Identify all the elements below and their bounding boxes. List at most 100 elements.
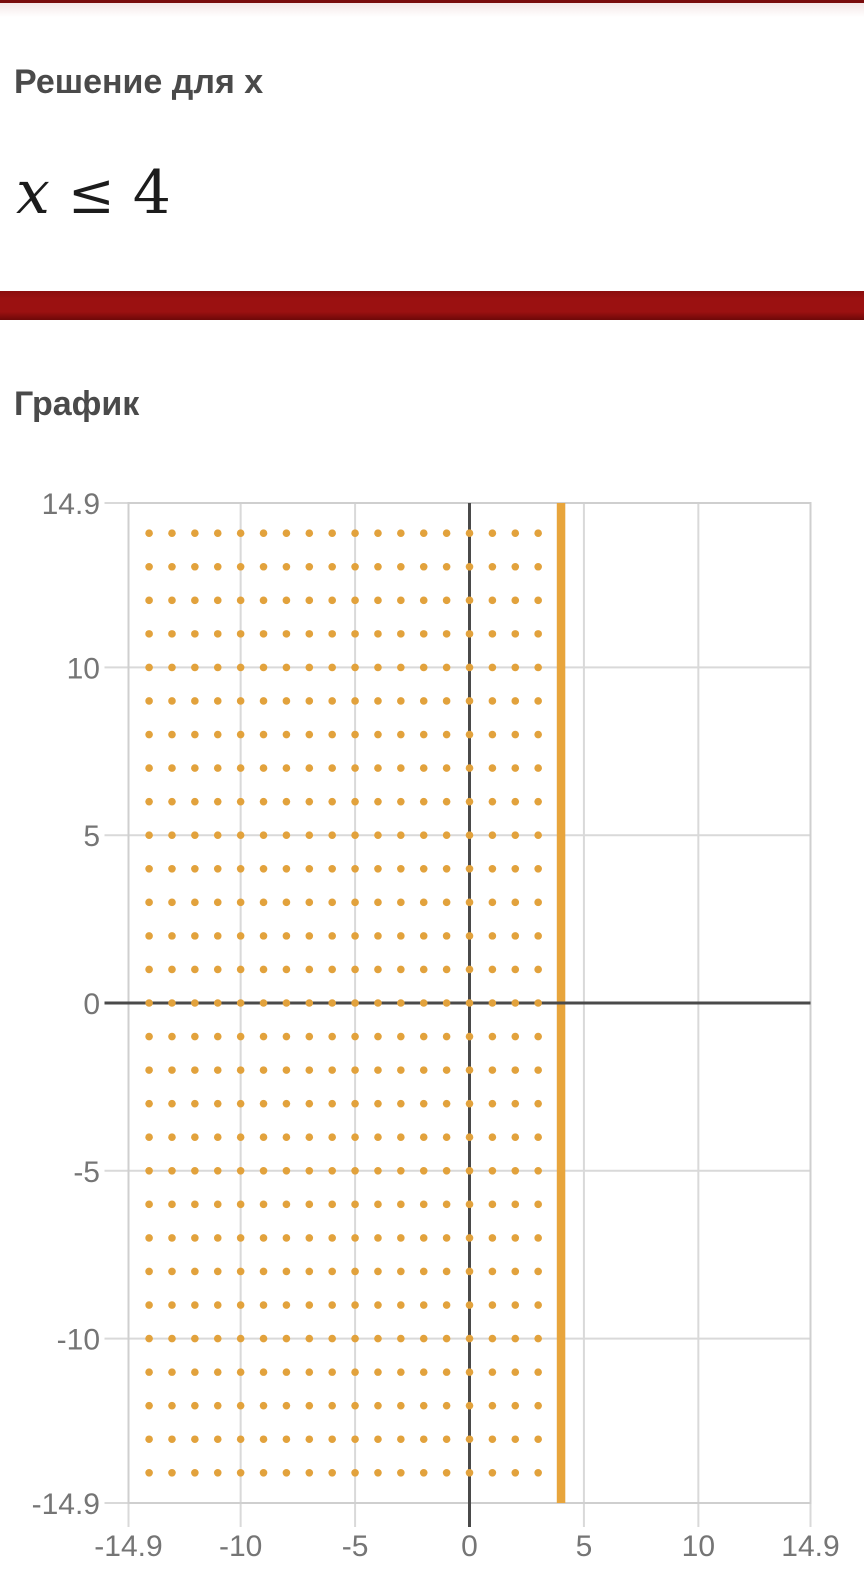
- region-dot: [374, 965, 382, 974]
- region-dot: [442, 730, 451, 739]
- region-dot: [282, 596, 291, 605]
- region-dot: [236, 965, 245, 974]
- region-dot: [236, 562, 245, 571]
- region-dot: [534, 898, 542, 907]
- x-tick-label: 5: [576, 1530, 593, 1563]
- region-dot: [465, 1435, 474, 1444]
- region-dot: [236, 1133, 245, 1142]
- region-dot: [534, 663, 542, 672]
- region-dot: [511, 1200, 520, 1209]
- region-dot: [168, 1166, 176, 1175]
- region-dot: [419, 529, 428, 538]
- region-dot: [145, 1267, 153, 1276]
- region-dot: [305, 1435, 314, 1444]
- region-dot: [213, 1267, 222, 1276]
- region-dot: [168, 1435, 176, 1444]
- region-dot: [259, 596, 268, 605]
- region-dot: [305, 1468, 314, 1477]
- region-dot: [168, 1200, 176, 1209]
- region-dot: [419, 697, 428, 705]
- region-dot: [465, 529, 474, 538]
- region-dot: [419, 1133, 428, 1142]
- region-dot: [191, 932, 199, 940]
- region-dot: [442, 1032, 451, 1041]
- region-dot: [282, 529, 291, 538]
- region-dot: [168, 562, 176, 571]
- region-dot: [465, 663, 474, 672]
- region-dot: [213, 529, 222, 538]
- region-dot: [374, 630, 382, 638]
- region-dot: [145, 663, 153, 672]
- region-dot: [442, 764, 451, 772]
- region-dot: [236, 864, 245, 873]
- region-dot: [419, 965, 428, 974]
- region-dot: [397, 562, 405, 571]
- region-dot: [488, 1200, 497, 1209]
- region-dot: [534, 529, 542, 538]
- region-dot: [145, 764, 153, 772]
- region-dot: [259, 1334, 268, 1343]
- region-dot: [534, 596, 542, 605]
- region-dot: [351, 1401, 359, 1410]
- region-dot: [488, 898, 497, 907]
- region-dot: [328, 730, 336, 739]
- region-dot: [213, 630, 222, 638]
- region-dot: [328, 1468, 336, 1477]
- region-dot: [442, 965, 451, 974]
- region-dot: [282, 1468, 291, 1477]
- region-dot: [534, 730, 542, 739]
- region-dot: [259, 932, 268, 940]
- region-dot: [236, 1368, 245, 1376]
- region-dot: [465, 1099, 474, 1108]
- region-dot: [488, 797, 497, 806]
- region-dot: [191, 697, 199, 705]
- region-dot: [213, 1468, 222, 1477]
- region-dot: [168, 864, 176, 873]
- region-dot: [168, 898, 176, 907]
- equation-value: 4: [132, 158, 171, 228]
- region-dot: [397, 1368, 405, 1376]
- region-dot: [511, 1267, 520, 1276]
- region-dot: [213, 1334, 222, 1343]
- region-dot: [465, 864, 474, 873]
- region-dot: [191, 663, 199, 672]
- region-dot: [213, 1234, 222, 1242]
- region-dot: [442, 898, 451, 907]
- region-dot: [236, 1435, 245, 1444]
- region-dot: [168, 965, 176, 974]
- region-dot: [305, 1066, 314, 1074]
- region-dot: [351, 797, 359, 806]
- region-dot: [511, 797, 520, 806]
- region-dot: [236, 831, 245, 840]
- region-dot: [511, 596, 520, 605]
- x-tick-label: -5: [342, 1530, 369, 1563]
- region-dot: [282, 1099, 291, 1108]
- region-dot: [534, 1334, 542, 1343]
- region-dot: [145, 1166, 153, 1175]
- region-dot: [191, 1468, 199, 1477]
- region-dot: [511, 1334, 520, 1343]
- region-dot: [374, 864, 382, 873]
- region-dot: [488, 730, 497, 739]
- region-dot: [419, 1301, 428, 1309]
- region-dot: [488, 1066, 497, 1074]
- region-dot: [282, 1368, 291, 1376]
- region-dot: [236, 630, 245, 638]
- region-dot: [511, 1032, 520, 1041]
- region-dot: [465, 1133, 474, 1142]
- region-dot: [351, 663, 359, 672]
- region-dot: [259, 697, 268, 705]
- region-dot: [328, 1368, 336, 1376]
- region-dot: [145, 831, 153, 840]
- region-dot: [397, 1099, 405, 1108]
- region-dot: [145, 1368, 153, 1376]
- region-dot: [397, 1032, 405, 1041]
- region-dot: [419, 1334, 428, 1343]
- equation-operator: ≤: [67, 162, 115, 227]
- region-dot: [419, 831, 428, 840]
- region-dot: [236, 1301, 245, 1309]
- region-dot: [351, 999, 359, 1007]
- region-dot: [282, 1133, 291, 1142]
- x-tick-label: -10: [219, 1530, 262, 1563]
- region-dot: [374, 1166, 382, 1175]
